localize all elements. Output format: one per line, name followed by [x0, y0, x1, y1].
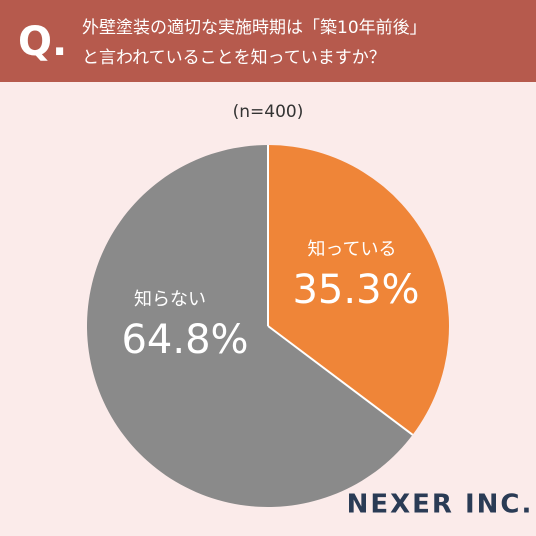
chart-subtitle: (n=400) [233, 102, 304, 122]
brand-logo: NEXER INC. [347, 490, 534, 520]
value-label: 64.8% [121, 317, 248, 363]
question-marker: Q. [18, 19, 67, 65]
slice-label: 知っている [307, 239, 396, 260]
chart-title: と言われていることを知っていますか？ [82, 48, 386, 68]
value-label: 35.3% [292, 267, 419, 313]
pie-slice [87, 145, 413, 507]
slice-separator [267, 325, 414, 436]
pie-slice [268, 145, 450, 435]
chart-title: 外壁塗装の適切な実施時期は「築10年前後」 [82, 17, 427, 38]
header-band [0, 0, 536, 82]
slice-label: 知らない [134, 289, 206, 310]
